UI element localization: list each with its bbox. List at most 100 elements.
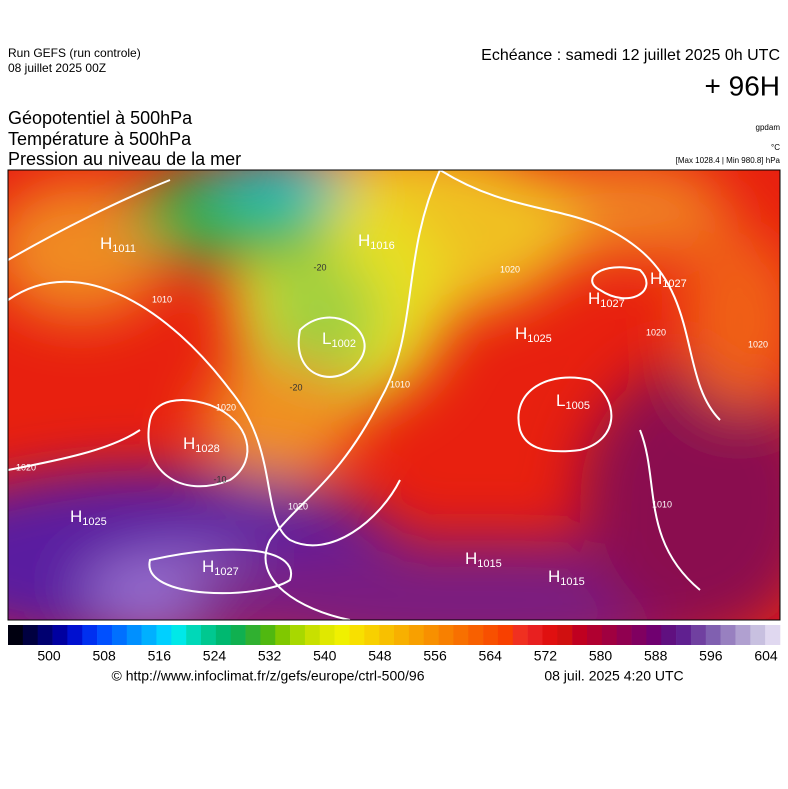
timestamp: 08 juil. 2025 4:20 UTC xyxy=(544,668,683,684)
unit: °C xyxy=(771,143,780,152)
colorbar-tick-label: 572 xyxy=(534,648,558,664)
colorbar-swatch xyxy=(275,625,291,645)
center-value: 1011 xyxy=(112,243,136,255)
colorbar-tick-label: 500 xyxy=(37,648,61,664)
colorbar-tick-label: 508 xyxy=(92,648,116,664)
center-letter: H xyxy=(650,269,662,288)
colorbar-swatch xyxy=(111,625,128,645)
center-value: 1015 xyxy=(560,576,584,588)
pressure-center: H1011 xyxy=(100,234,136,254)
center-value: 1027 xyxy=(214,566,238,578)
colorbar-tick-label: 548 xyxy=(368,648,392,664)
center-letter: H xyxy=(100,234,112,253)
colorbar-tick-label: 516 xyxy=(148,648,172,664)
unit: [Max 1028.4 | Min 980.8] hPa xyxy=(676,156,781,165)
center-letter: L xyxy=(322,329,331,348)
colorbar-tick-label: 596 xyxy=(699,648,723,664)
run: Run GEFS (run controle) xyxy=(8,46,141,60)
colorbar-swatch xyxy=(690,625,707,645)
colorbar-swatch xyxy=(8,625,24,645)
colorbar-swatch xyxy=(542,625,558,645)
center-value: 1002 xyxy=(331,338,355,350)
valid-time: Echéance : samedi 12 juillet 2025 0h UTC xyxy=(481,47,780,64)
pressure-center: H1027 xyxy=(588,289,625,309)
pressure-center: H1015 xyxy=(465,549,502,569)
colorbar-swatch xyxy=(468,625,484,645)
colorbar-swatch xyxy=(22,625,38,645)
pressure-center: H1015 xyxy=(548,567,585,587)
contour-label: 1020 xyxy=(216,402,236,412)
colorbar-swatch xyxy=(483,625,499,645)
contour-label: 1020 xyxy=(646,327,666,337)
colorbar-swatch xyxy=(676,625,692,645)
contour-label: -20 xyxy=(289,382,302,392)
map-frame xyxy=(7,169,781,621)
colorbar-tick-label: 588 xyxy=(644,648,668,664)
colorbar-tick-label: 524 xyxy=(203,648,227,664)
colorbar-swatch xyxy=(304,625,321,645)
center-value: 1027 xyxy=(662,278,686,290)
center-value: 1016 xyxy=(370,240,394,252)
colorbar-swatch xyxy=(364,625,380,645)
colorbar-swatch xyxy=(572,625,588,645)
colorbar-tick-label: 564 xyxy=(479,648,503,664)
center-letter: H xyxy=(588,289,600,308)
colorbar-swatch xyxy=(750,625,766,645)
colorbar-swatch xyxy=(290,625,306,645)
pressure-center: H1025 xyxy=(70,507,107,527)
title: Température à 500hPa xyxy=(8,129,192,149)
colorbar-swatch xyxy=(245,625,261,645)
colorbar-tick-label: 556 xyxy=(423,648,447,664)
center-letter: H xyxy=(465,549,477,568)
colorbar-swatch xyxy=(186,625,202,645)
pressure-center: H1016 xyxy=(358,231,395,251)
colorbar-swatch xyxy=(67,625,83,645)
colorbar-swatch xyxy=(720,625,736,645)
colorbar-swatch xyxy=(423,625,439,645)
colorbar-swatch xyxy=(215,625,231,645)
map xyxy=(8,170,780,620)
colorbar-swatch xyxy=(156,625,172,645)
center-value: 1005 xyxy=(565,400,589,412)
contour-label: 1020 xyxy=(16,462,36,472)
contour-label: -20 xyxy=(313,262,326,272)
colorbar-tick-label: 580 xyxy=(589,648,613,664)
colorbar-swatch xyxy=(141,625,157,645)
colorbar-swatch xyxy=(379,625,395,645)
colorbar-swatch xyxy=(230,625,246,645)
colorbar: 500 508 516 524 532 540 548 556 564 572 580 588 596 6… xyxy=(8,625,781,664)
colorbar-swatch xyxy=(601,625,617,645)
colorbar-swatch xyxy=(453,625,469,645)
colorbar-swatch xyxy=(438,625,454,645)
colorbar-tick-label: 540 xyxy=(313,648,337,664)
center-letter: H xyxy=(202,557,214,576)
colorbar-swatch xyxy=(82,625,98,645)
colorbar-swatch xyxy=(527,625,543,645)
colorbar-swatch xyxy=(587,625,603,645)
center-value: 1027 xyxy=(600,298,624,310)
colorbar-swatch xyxy=(646,625,662,645)
colorbar-swatch xyxy=(408,625,424,645)
run-date: 08 juillet 2025 00Z xyxy=(8,61,106,75)
contour-label: 1020 xyxy=(288,501,308,511)
title: Géopotentiel à 500hPa xyxy=(8,108,193,128)
colorbar-swatch xyxy=(319,625,335,645)
colorbar-swatch xyxy=(735,625,751,645)
center-letter: H xyxy=(183,434,195,453)
contour-label: 1010 xyxy=(652,499,672,509)
title: Pression au niveau de la mer xyxy=(8,149,241,169)
center-value: 1025 xyxy=(527,333,551,345)
colorbar-swatch xyxy=(52,625,68,645)
center-letter: L xyxy=(556,391,565,410)
pressure-center: H1028 xyxy=(183,434,220,454)
lead-time: + 96H xyxy=(705,70,781,101)
colorbar-swatch xyxy=(171,625,187,645)
colorbar-swatch xyxy=(349,625,365,645)
contour-label: 1020 xyxy=(748,339,768,349)
pressure-center: L1005 xyxy=(556,391,590,411)
colorbar-swatch xyxy=(512,625,528,645)
pressure-center: L1002 xyxy=(322,329,356,349)
colorbar-swatch xyxy=(765,625,781,645)
contour-label: 1010 xyxy=(390,379,410,389)
